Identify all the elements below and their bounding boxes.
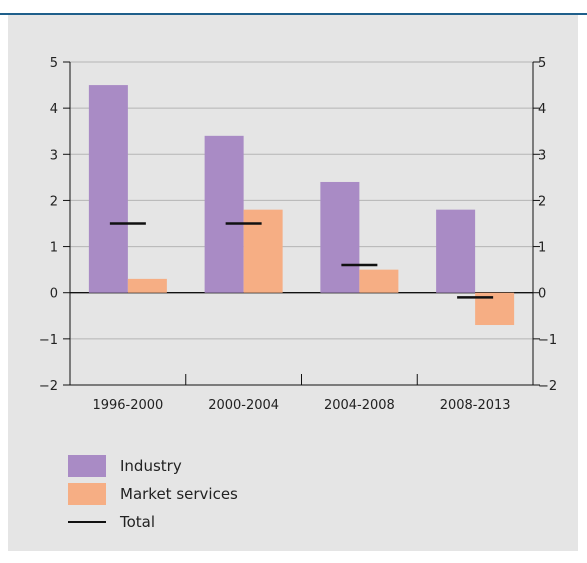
bar-industry xyxy=(436,209,476,293)
x-tick-label: 2004-2008 xyxy=(324,398,395,413)
y-tick-label-left: 3 xyxy=(50,148,58,163)
bar-market-services xyxy=(127,278,167,293)
x-tick-label: 2008-2013 xyxy=(440,398,511,413)
y-tick-label-right: 5 xyxy=(538,56,546,71)
y-tick-label-right: 1 xyxy=(538,241,546,256)
bar-industry xyxy=(88,85,128,293)
legend-swatch-industry xyxy=(68,455,106,477)
top-rule xyxy=(0,13,587,15)
y-tick-label-left: 1 xyxy=(50,241,58,256)
legend-label-industry: Industry xyxy=(120,457,182,475)
bar-market-services xyxy=(359,269,399,293)
legend: Industry Market services Total xyxy=(68,452,238,536)
y-tick-label-left: 4 xyxy=(50,102,58,117)
x-tick-label: 1996-2000 xyxy=(92,398,163,413)
legend-swatch-total xyxy=(68,521,106,523)
y-tick-label-left: −1 xyxy=(39,333,58,348)
legend-label-market-services: Market services xyxy=(120,485,238,503)
legend-item-market-services: Market services xyxy=(68,480,238,508)
legend-swatch-market-services xyxy=(68,483,106,505)
y-tick-label-left: 2 xyxy=(50,194,58,209)
y-tick-label-left: 0 xyxy=(50,287,58,302)
legend-item-total: Total xyxy=(68,508,238,536)
y-tick-label-right: 0 xyxy=(538,287,546,302)
y-tick-label-right: 4 xyxy=(538,102,546,117)
x-tick-label: 2000-2004 xyxy=(208,398,279,413)
y-tick-label-right: −1 xyxy=(538,333,557,348)
y-tick-label-left: −2 xyxy=(39,379,58,394)
y-tick-label-right: 2 xyxy=(538,194,546,209)
bar-market-services xyxy=(243,209,283,293)
y-tick-label-left: 5 xyxy=(50,56,58,71)
y-tick-label-right: −2 xyxy=(538,379,557,394)
y-tick-label-right: 3 xyxy=(538,148,546,163)
legend-item-industry: Industry xyxy=(68,452,238,480)
legend-label-total: Total xyxy=(120,513,156,531)
bar-industry xyxy=(204,135,244,293)
bar-industry xyxy=(320,181,360,293)
